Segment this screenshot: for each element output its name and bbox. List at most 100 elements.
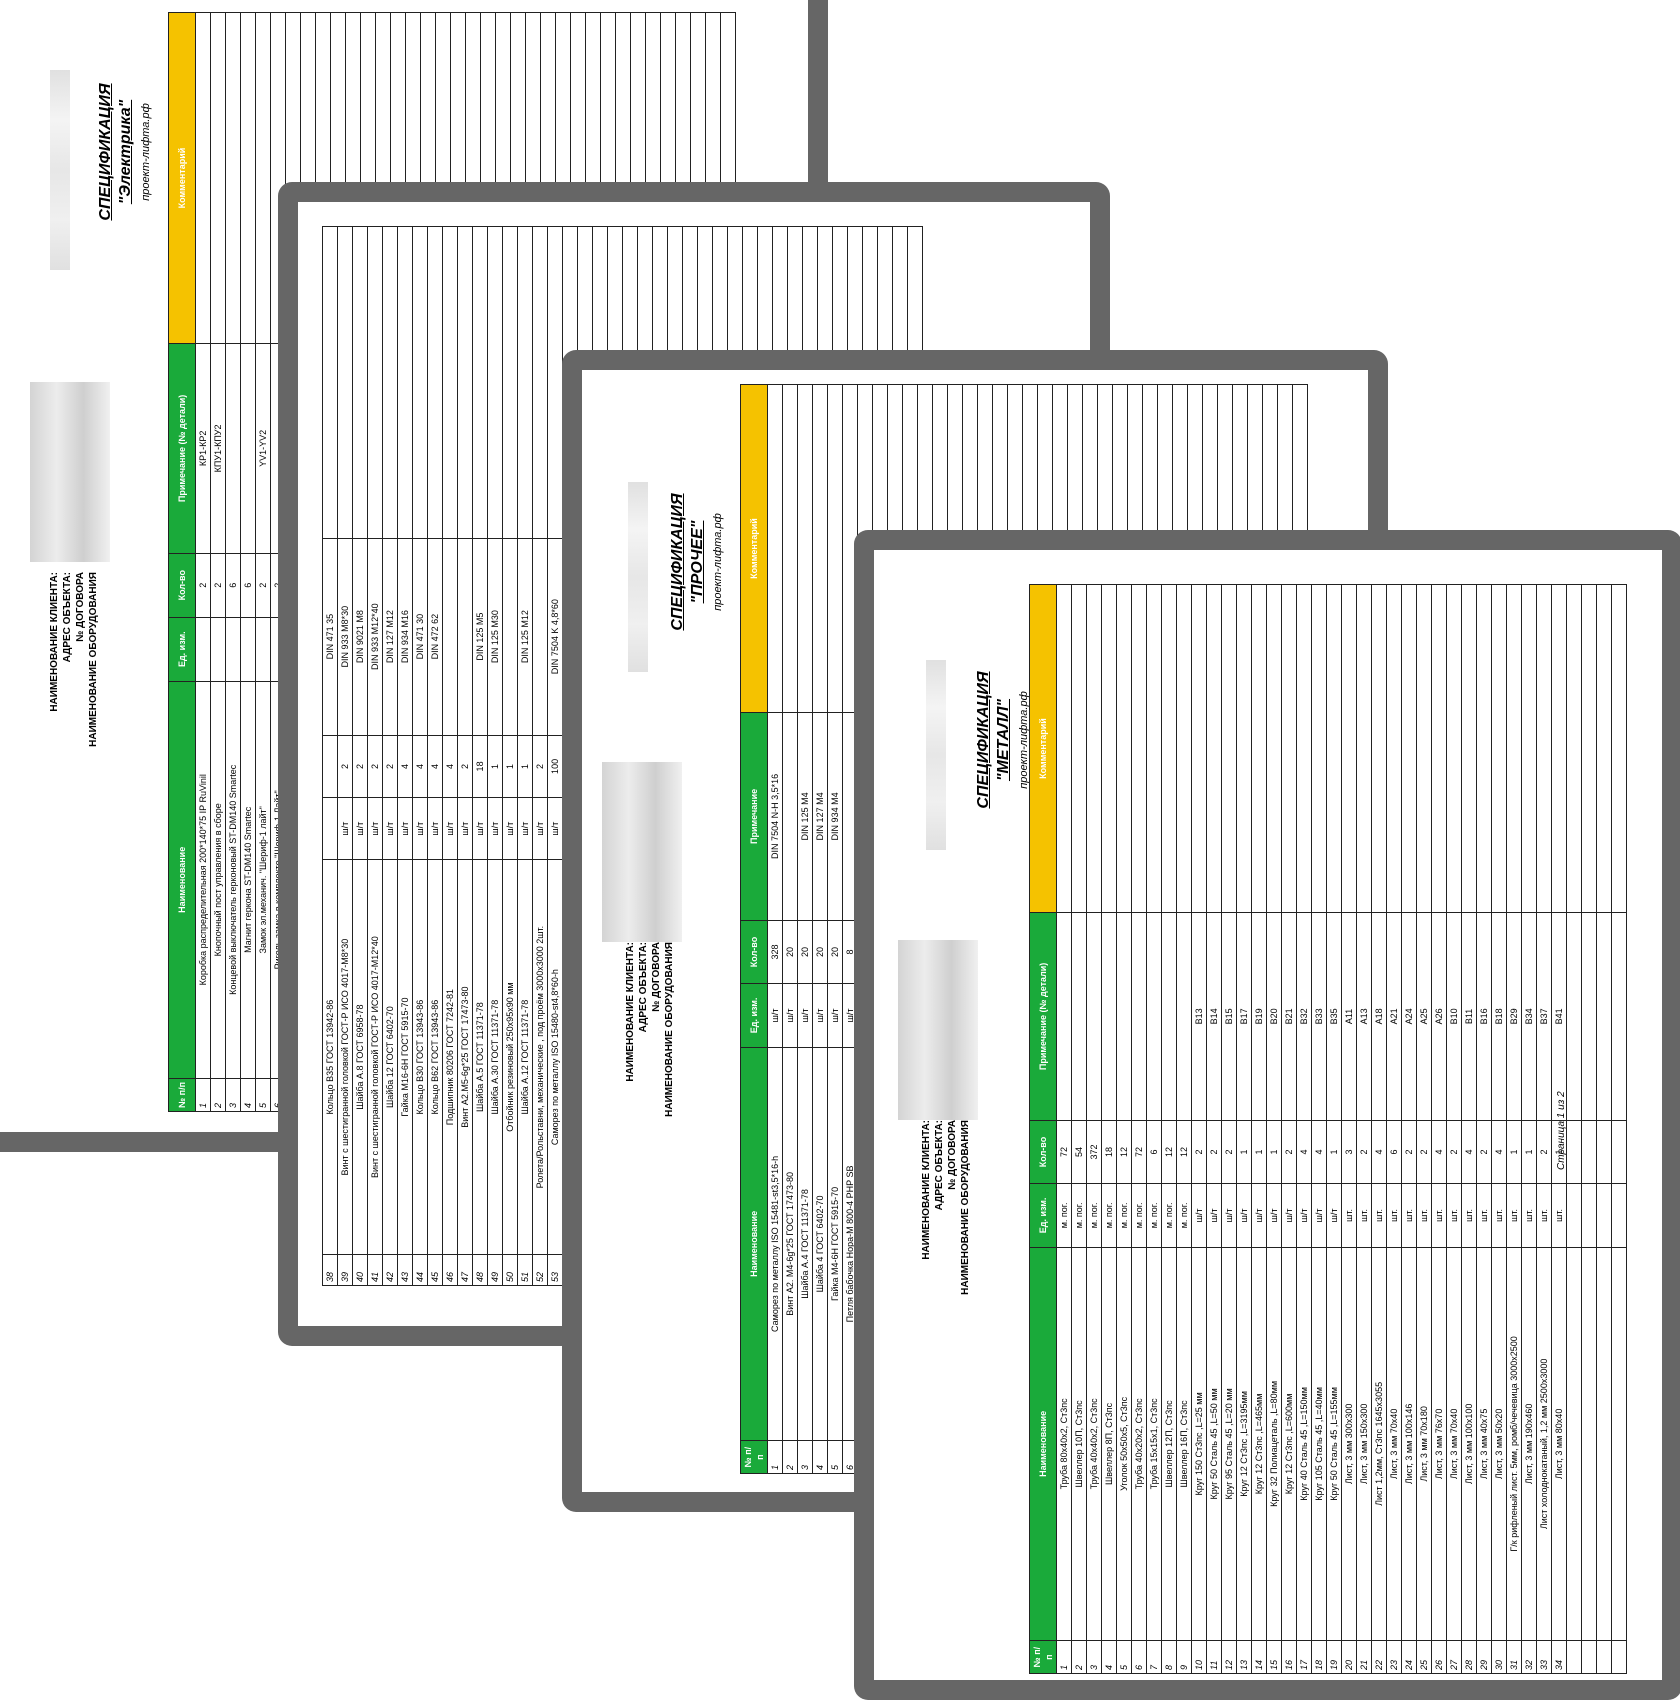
cell-comment	[767, 384, 783, 713]
table-row: 24 Лист, 3 мм 100x146 шт. 2 A24	[1401, 584, 1417, 1674]
cell-note: DIN 934 M4	[827, 712, 843, 921]
cell-qty: 2	[1281, 1120, 1297, 1184]
cell-note: B20	[1266, 912, 1282, 1121]
cell-note: A24	[1401, 912, 1417, 1121]
cell-name	[1596, 1247, 1612, 1641]
cell-name: Саморез по металлу ISO 15481-st3,5*16-h	[767, 1047, 783, 1441]
table-row: 2 Кнопочный пост управления в сборе 2 КПУ1-…	[210, 12, 226, 1112]
cell-unit: ш/т	[337, 797, 353, 860]
cell-note	[1086, 912, 1102, 1121]
cell-note: DIN 125 M4	[797, 712, 813, 921]
cell-unit: ш/т	[1266, 1183, 1282, 1248]
cell-n: 26	[1431, 1640, 1447, 1674]
cell-n: 1	[195, 1078, 211, 1112]
cell-comment	[1401, 584, 1417, 913]
cell-unit	[195, 617, 211, 682]
cell-unit: ш/т	[1326, 1183, 1342, 1248]
cell-name: Круг 105 Сталь 45 ,L=40мм	[1311, 1247, 1327, 1641]
table-row: 16 Круг 12 Ст3пс ,L=600мм ш/т 2 B21	[1281, 584, 1297, 1674]
cell-unit: шт.	[1416, 1183, 1432, 1248]
cell-n: 5	[827, 1440, 843, 1474]
cell-qty: 12	[1116, 1120, 1132, 1184]
cell-qty: 100	[547, 735, 563, 798]
cell-note: A11	[1341, 912, 1357, 1121]
table-row: 8 Швеллер 12П, Ст3пс м. пог. 12	[1161, 584, 1177, 1674]
table-row: 2 Винт А2. M4-6g*25 ГОСТ 17473-80 ш/т 20	[782, 384, 798, 1474]
cell-qty: 1	[517, 735, 533, 798]
cell-comment	[1176, 584, 1192, 913]
cell-n: 42	[382, 1254, 398, 1286]
cell-n: 3	[1086, 1640, 1102, 1674]
header-note: Примечание (№ детали)	[168, 343, 196, 554]
cell-name: Отбойник резиновый 250x95x90 мм	[502, 859, 518, 1255]
cell-unit: ш/т	[397, 797, 413, 860]
cell-note	[782, 712, 798, 921]
cell-comment	[352, 226, 368, 539]
table-row: 43 Гайка M16-6H ГОСТ 5915-70 ш/т 4 DIN 934 M…	[397, 226, 413, 1286]
table-row: 21 Лист, 3 мм 150x300 шт. 2 A13	[1356, 584, 1372, 1674]
cell-comment	[782, 384, 798, 713]
cell-unit: ш/т	[547, 797, 563, 860]
cell-name: Кольцо В62 ГОСТ 13943-86	[427, 859, 443, 1255]
header-note: Примечание (№ детали)	[1029, 912, 1057, 1121]
cell-unit: ш/т	[1281, 1183, 1297, 1248]
table-row: 53 Саморез по металлу ISO 15480-st4,8*60-…	[547, 226, 563, 1286]
table-row: 26 Лист, 3 мм 76x70 шт. 4 A26	[1431, 584, 1447, 1674]
cell-n: 45	[427, 1254, 443, 1286]
cell-qty: 2	[367, 735, 383, 798]
cell-unit: шт.	[1431, 1183, 1447, 1248]
table-row: 3 Концевой выключатель герконовый ST-DM14…	[225, 12, 241, 1112]
cell-note: B11	[1461, 912, 1477, 1121]
cell-comment	[195, 12, 211, 344]
cell-n: 13	[1236, 1640, 1252, 1674]
table-row: 30 Лист, 3 мм 50x20 шт. 4 B18	[1491, 584, 1507, 1674]
client-labels: НАИМЕНОВАНИЕ КЛИЕНТА: АДРЕС ОБЪЕКТА: № ДОГ…	[49, 572, 99, 747]
cell-n: 12	[1221, 1640, 1237, 1674]
cell-unit: ш/т	[1236, 1183, 1252, 1248]
cell-n	[1581, 1640, 1597, 1674]
cell-qty: 4	[1311, 1120, 1327, 1184]
client-info-redacted	[30, 382, 110, 562]
cell-unit: ш/т	[517, 797, 533, 860]
cell-name: Винт с шестигранной головкой ГОСТ-Р ИСО …	[367, 859, 383, 1255]
cell-qty: 328	[767, 920, 783, 984]
cell-note: B14	[1206, 912, 1222, 1121]
cell-qty: 2	[1191, 1120, 1207, 1184]
cell-unit	[1596, 1183, 1612, 1248]
cell-qty: 2	[1446, 1120, 1462, 1184]
cell-n: 49	[487, 1254, 503, 1286]
table-row: 15 Круг 32 Полиацеталь ,L=80мм ш/т 1 B20	[1266, 584, 1282, 1674]
cell-qty: 4	[397, 735, 413, 798]
logo-redacted	[926, 660, 946, 850]
table-row: 10 Круг 150 Ст3пс ,L=25 мм ш/т 2 B13	[1191, 584, 1207, 1674]
cell-note: DIN 127 M12	[382, 538, 398, 736]
cell-n: 9	[1176, 1640, 1192, 1674]
cell-unit: ш/т	[442, 797, 458, 860]
cell-qty: 6	[240, 553, 256, 618]
cell-note	[457, 538, 473, 736]
cell-comment	[1071, 584, 1087, 913]
cell-comment	[502, 226, 518, 539]
cell-name: Круг 50 Сталь 45 ,L=50 мм	[1206, 1247, 1222, 1641]
cell-name: Шайба 12 ГОСТ 6402-70	[382, 859, 398, 1255]
cell-note: A21	[1386, 912, 1402, 1121]
cell-note	[1116, 912, 1132, 1121]
table-row: 28 Лист, 3 мм 100x100 шт. 4 B11	[1461, 584, 1477, 1674]
cell-note: B13	[1191, 912, 1207, 1121]
cell-qty: 1	[1506, 1120, 1522, 1184]
cell-qty: 4	[1296, 1120, 1312, 1184]
cell-unit: ш/т	[367, 797, 383, 860]
cell-qty	[1596, 1120, 1612, 1184]
cell-unit: ш/т	[352, 797, 368, 860]
table-row: 49 Шайба А.30 ГОСТ 11371-78 ш/т 1 DIN 125 M3…	[487, 226, 503, 1286]
logo-redacted	[50, 70, 70, 270]
cell-n: 8	[1161, 1640, 1177, 1674]
cell-unit: м. пог.	[1116, 1183, 1132, 1248]
cell-comment	[240, 12, 256, 344]
cell-name: Лист, 3 мм 150x300	[1356, 1247, 1372, 1641]
cell-qty: 2	[1356, 1120, 1372, 1184]
table-row: 39 Винт с шестигранной головкой ГОСТ-Р ИС…	[337, 226, 353, 1286]
cell-comment	[1551, 584, 1567, 913]
cell-name: Труба 15x15x1, Ст3пс	[1146, 1247, 1162, 1641]
header-num: № п/п	[168, 1078, 196, 1112]
